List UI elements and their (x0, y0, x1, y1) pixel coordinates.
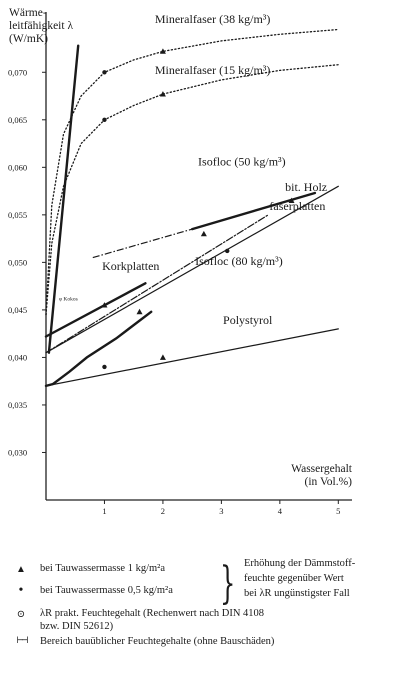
x-axis-title-line: Wassergehalt (291, 463, 353, 475)
series-label: Korkplatten (102, 259, 159, 273)
triangle-marker (288, 197, 295, 203)
x-tick-label: 1 (102, 506, 106, 516)
legend-item-lambda-r-cont: bzw. DIN 52612) (40, 621, 114, 632)
y-axis-title-line: (W/mK) (9, 33, 48, 45)
axes: 0,030 0,035 0,040 0,045 0,050 0,055 0,060 0,065… (8, 12, 352, 516)
legend-item-05kg: bei Tauwassermasse 0,5 kg/m²a (40, 585, 173, 596)
y-axis-title-line: leitfähigkeit λ (9, 20, 73, 32)
series-line (45, 214, 269, 354)
circle-dot-marker-icon: ⊙ (16, 609, 26, 620)
triangle-marker (159, 354, 166, 360)
series-label: Isofloc (50 kg/m³) (198, 154, 286, 168)
triangle-marker (136, 308, 143, 315)
series-label: Isofloc (80 kg/m³) (195, 254, 283, 268)
x-tick-label: 4 (278, 506, 283, 516)
y-axis-title-line: Wärme- (9, 7, 47, 19)
brace-icon: } (220, 558, 236, 609)
x-axis-title-line: (in Vol.%) (305, 476, 353, 488)
x-tick-label: 5 (336, 506, 340, 516)
brace-text-line-1: Erhöhung der Dämmstoff- (244, 558, 356, 569)
series-layer (44, 28, 339, 388)
series-line (45, 28, 339, 316)
triangle-marker-icon: ▲ (16, 564, 26, 575)
series-label: bit. Holz (285, 180, 327, 194)
y-tick-label: 0,035 (8, 400, 27, 410)
series-label: Polystyrol (223, 313, 273, 327)
series-label: Mineralfaser (15 kg/m³) (155, 63, 271, 77)
dot-marker (102, 364, 107, 370)
dot-marker-icon: • (18, 583, 24, 598)
y-tick-label: 0,030 (8, 447, 27, 457)
triangle-marker (159, 48, 166, 54)
label-layer: Wärme-leitfähigkeit λ(W/mK) Wassergehalt(… (9, 7, 353, 488)
series-line (47, 44, 80, 354)
dot-marker (225, 248, 230, 254)
series-label: φ Kokos (59, 296, 78, 302)
y-tick-label: 0,050 (8, 257, 27, 267)
series-label: Mineralfaser (38 kg/m³) (155, 12, 271, 26)
triangle-marker (101, 302, 108, 308)
y-tick-label: 0,070 (8, 67, 27, 77)
range-bar-icon: ⊢⊣ (16, 635, 28, 645)
brace-text-line-2: feuchte gegenüber Wert (244, 573, 344, 584)
series-extension-line (92, 228, 193, 259)
y-tick-label: 0,055 (8, 210, 27, 220)
series-line (191, 191, 317, 231)
series-line (45, 64, 339, 316)
series-line (45, 185, 339, 354)
triangle-marker (200, 230, 207, 237)
legend: ▲ bei Tauwassermasse 1 kg/m²a • bei Tauw… (0, 548, 400, 668)
series-line (45, 328, 339, 387)
series-line (44, 310, 153, 388)
y-tick-label: 0,040 (8, 352, 27, 362)
y-tick-label: 0,065 (8, 115, 27, 125)
series-label: faserplatten (269, 199, 325, 213)
x-tick-label: 2 (161, 506, 165, 516)
dot-marker (102, 70, 107, 75)
legend-item-lambda-r: λR prakt. Feuchtegehalt (Rechenwert nach… (40, 608, 265, 619)
y-tick-label: 0,060 (8, 162, 27, 172)
triangle-marker (159, 91, 166, 97)
x-tick-label: 3 (219, 506, 223, 516)
series-line (44, 282, 147, 338)
legend-item-1kg: bei Tauwassermasse 1 kg/m²a (40, 563, 165, 574)
chart: 0,030 0,035 0,040 0,045 0,050 0,055 0,060 0,065… (8, 7, 353, 516)
y-tick-label: 0,045 (8, 305, 27, 315)
brace-text-line-3: bei λR ungünstigster Fall (244, 588, 350, 599)
legend-item-range: Bereich bauüblicher Feuchtegehalte (ohne… (40, 636, 275, 647)
dot-marker (102, 117, 107, 123)
